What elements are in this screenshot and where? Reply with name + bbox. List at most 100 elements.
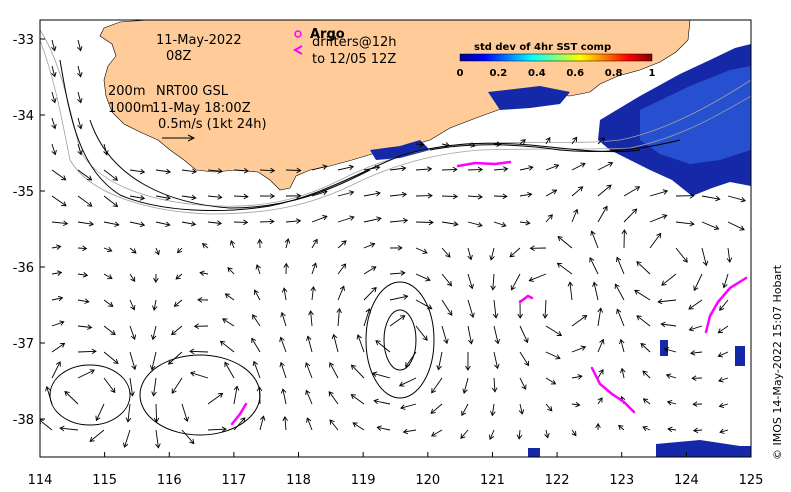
lon-tick-label: 117 [221,473,246,488]
vector-head [125,417,132,423]
vector-shaft [207,221,222,224]
vector-shaft [89,429,105,442]
vector-head [510,285,516,291]
vector-head [130,304,136,311]
vector-head [191,168,197,175]
vector-shaft [77,221,94,225]
vector-head [77,71,83,78]
vector-head [110,330,116,336]
vector-shaft [589,257,599,275]
vector-shaft [493,195,507,197]
vector-shaft [351,394,365,405]
vector-shaft [545,214,553,223]
vector-head [152,305,158,311]
vector-shaft [377,426,391,431]
vector-head [577,186,584,192]
vector-shaft [441,325,448,344]
vector-head [253,289,259,295]
vector-shaft [571,375,582,379]
vector-head [171,330,177,336]
vector-shaft [597,369,604,379]
vector-head [642,425,648,432]
lon-tick-label: 114 [28,473,53,488]
vector-head [461,410,467,417]
vector-head [468,339,474,345]
vector-shaft [727,221,745,231]
vector-head [528,276,534,282]
vector-shaft [519,377,527,390]
vector-head [431,388,437,394]
vector-head [580,345,587,351]
vector-shaft [467,221,483,227]
vector-head [356,334,362,340]
vector-shaft [127,403,131,422]
vector-head [201,243,208,249]
vector-head [402,217,409,224]
vector-shaft [389,219,408,223]
lon-tick-label: 120 [415,473,440,488]
vector-shaft [642,370,651,379]
land-mass [99,20,691,191]
vector-head [349,215,355,221]
vector-shaft [220,340,235,353]
vector-head [82,245,88,252]
vector-shaft [51,91,56,103]
vector-head [296,193,302,199]
vector-shaft [400,403,417,409]
lat-tick-label: -37 [13,337,34,352]
vector-head [84,298,90,304]
vector-shaft [467,299,474,318]
vector-head [165,195,171,201]
vector-shaft [415,168,432,171]
vector-head [590,230,596,236]
vector-head [107,274,113,280]
vector-head [636,261,642,267]
vector-shaft [689,325,703,331]
vector-shaft [129,351,136,370]
vector-head [399,315,406,321]
vector-head [496,141,502,147]
vector-shaft [597,162,613,171]
vector-shaft [77,169,92,181]
vector-head [589,257,595,263]
vector-head [717,328,724,334]
vector-head [667,426,673,433]
vector-head [376,425,382,431]
vector-head [341,263,347,269]
annotation-block: 11-May-2022 08Z 200m NRT00 GSL 1000m 11-… [108,33,267,142]
vector-shaft [129,325,136,340]
vector-head [57,295,64,302]
vector-head [443,338,449,345]
vector-head [660,321,666,328]
vector-head [428,219,434,226]
vector-head [130,334,137,341]
vector-head [139,195,146,201]
vector-head [257,238,263,244]
vector-head [373,398,379,405]
vector-head [469,312,475,319]
vector-shaft [124,429,131,448]
vector-head [666,399,673,406]
vector-shaft [103,351,119,364]
vector-shaft [571,403,580,406]
vector-head [371,371,378,377]
vector-shaft [153,299,157,311]
vector-head [183,416,189,423]
vector-shaft [719,403,729,407]
vector-shaft [222,318,235,327]
lat-tick-label: -34 [13,109,34,124]
colorbar-title: std dev of 4hr SST comp [474,42,611,53]
vector-head [167,359,174,365]
sst-stddev-patches [370,44,751,457]
vector-head [447,310,453,316]
vector-head [256,386,263,392]
vector-shaft [328,391,339,405]
vector-head [56,270,63,276]
vector-shaft [675,221,694,225]
vector-shaft [155,221,170,226]
vector-shaft [571,346,586,353]
vector-head [581,314,588,320]
vector-head [640,342,646,349]
vector-shaft [225,293,235,301]
vector-shaft [333,334,339,353]
